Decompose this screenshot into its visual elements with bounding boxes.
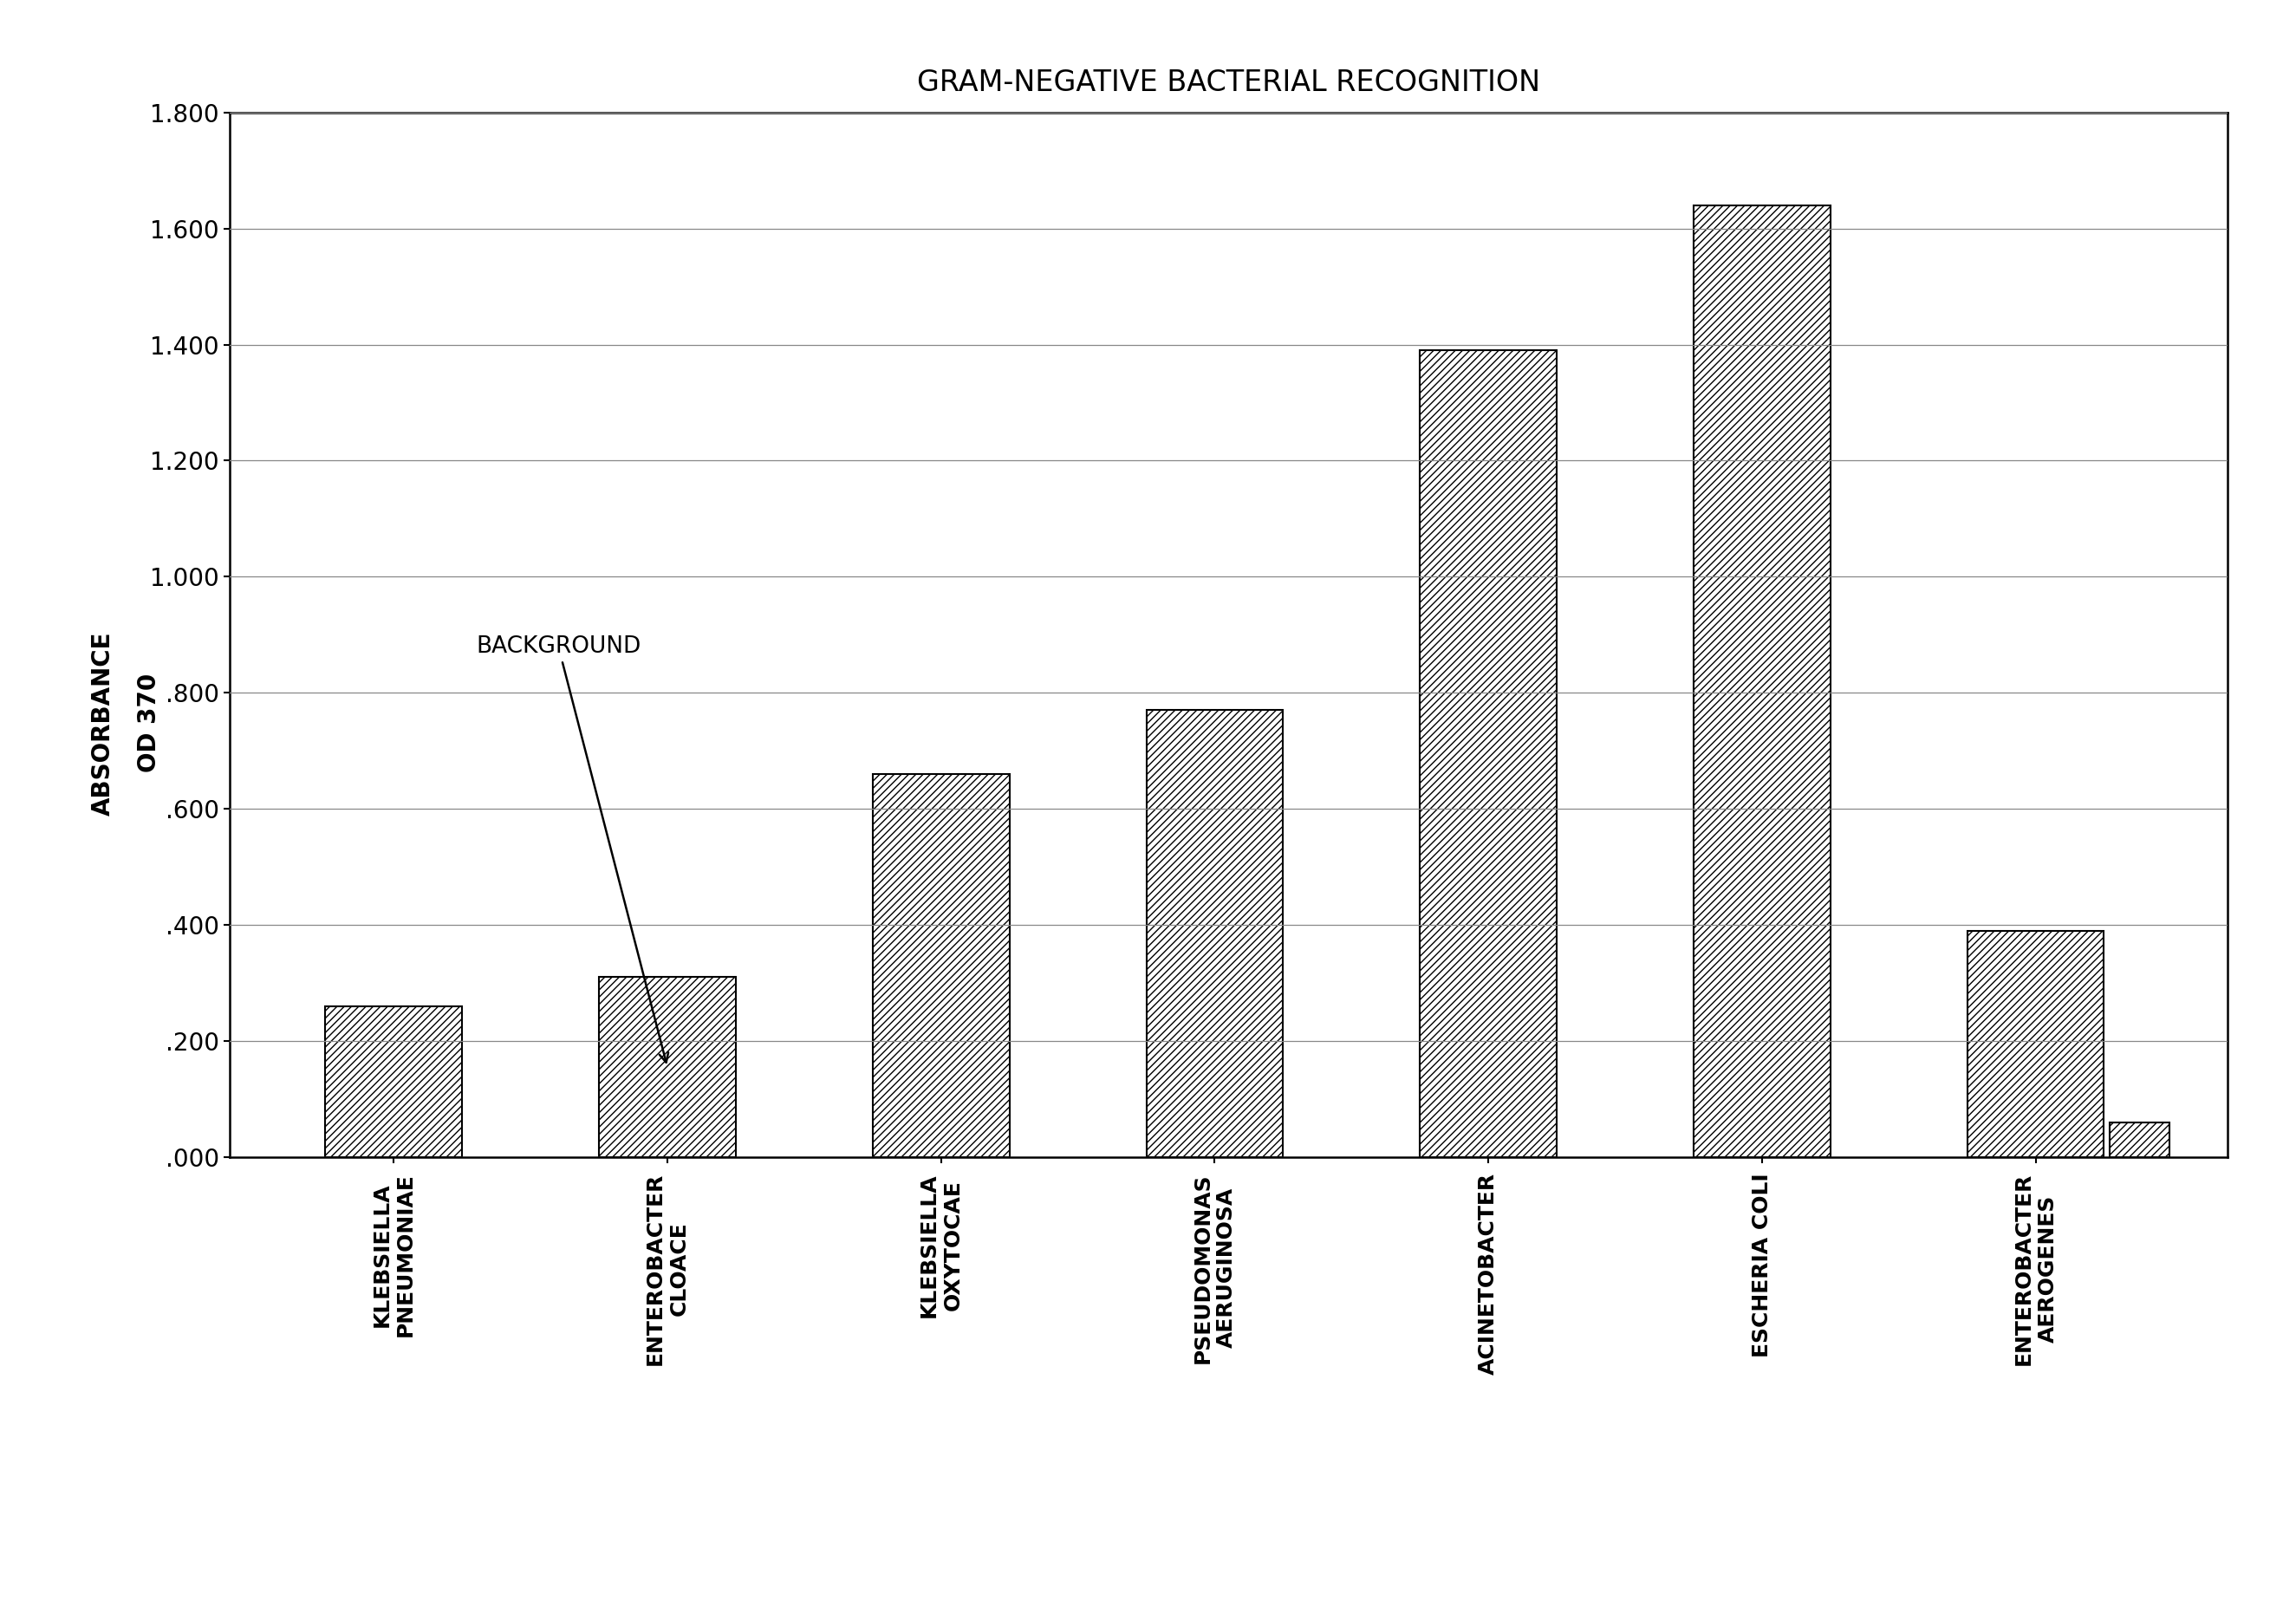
- Title: GRAM-NEGATIVE BACTERIAL RECOGNITION: GRAM-NEGATIVE BACTERIAL RECOGNITION: [916, 67, 1541, 96]
- Bar: [1694, 206, 1830, 1157]
- Bar: [326, 1006, 461, 1157]
- Bar: [872, 775, 1010, 1157]
- Bar: [599, 977, 735, 1157]
- Text: BACKGROUND: BACKGROUND: [475, 635, 668, 1062]
- Bar: [1146, 710, 1283, 1157]
- Bar: [2110, 1122, 2170, 1157]
- Bar: [1419, 350, 1557, 1157]
- Bar: [1968, 930, 2103, 1157]
- Text: OD 370: OD 370: [138, 673, 161, 773]
- Text: ABSORBANCE: ABSORBANCE: [92, 632, 115, 815]
